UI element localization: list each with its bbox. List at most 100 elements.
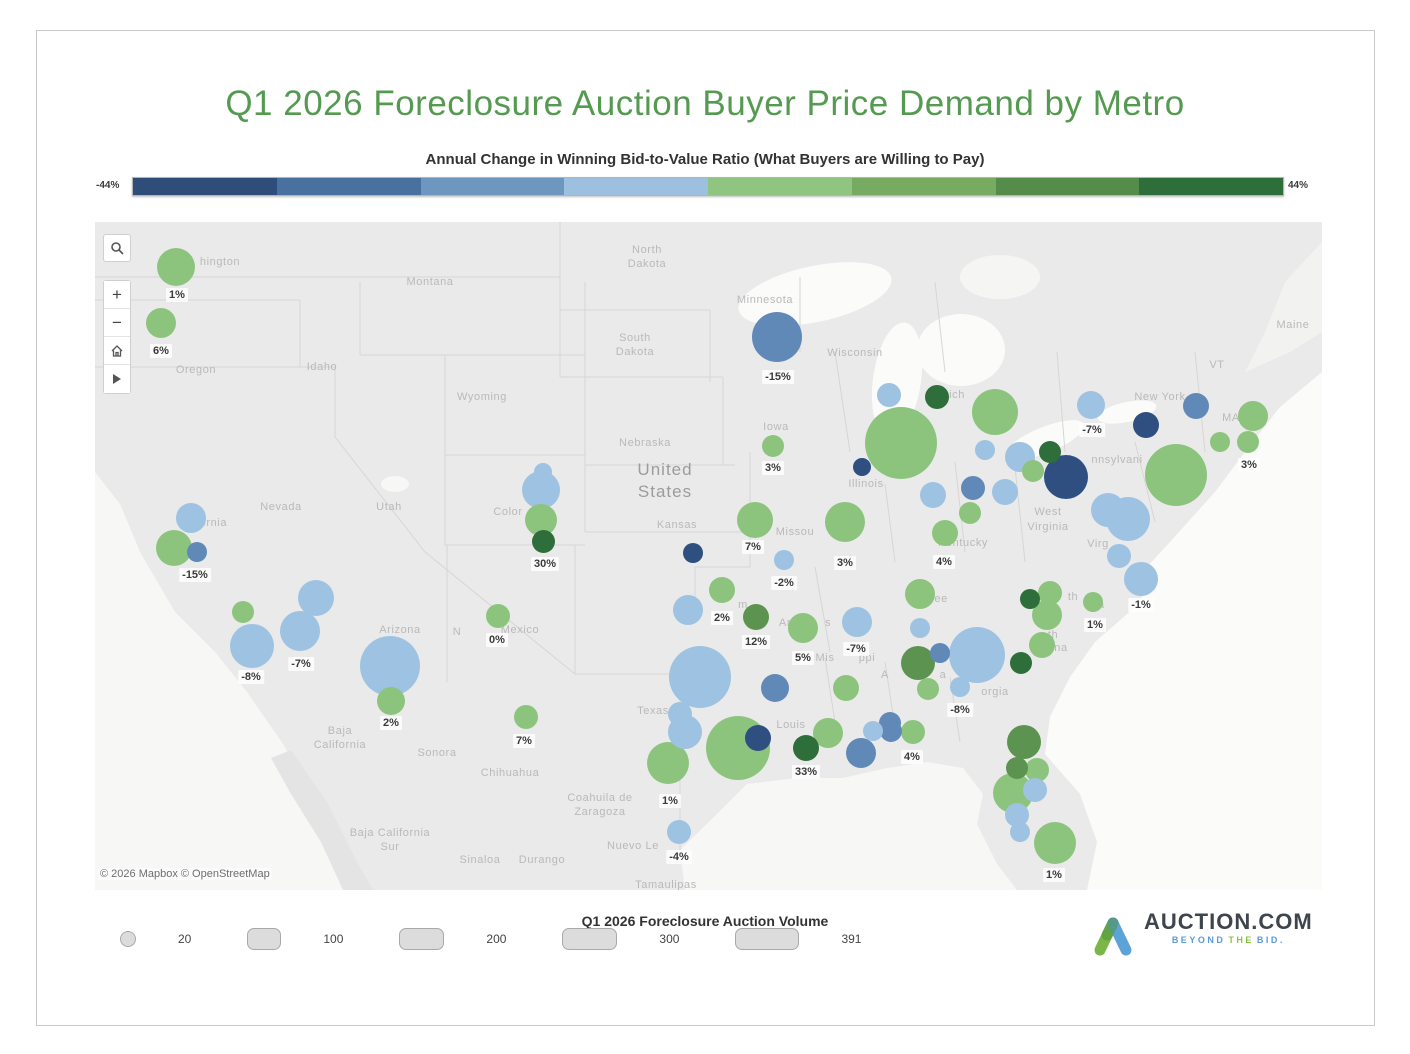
map-bubble[interactable] [1039, 441, 1061, 463]
color-legend-step [708, 178, 852, 195]
map-bubble[interactable] [1010, 822, 1030, 842]
map-bubble[interactable] [157, 248, 195, 286]
map-bubble[interactable] [901, 646, 935, 680]
state-label: Sinaloa [459, 854, 501, 866]
map-bubble[interactable] [1237, 431, 1259, 453]
map-bubble[interactable] [992, 479, 1018, 505]
bubble-value-label: 3% [834, 556, 856, 570]
map-bubble[interactable] [920, 482, 946, 508]
map-bubble[interactable] [917, 678, 939, 700]
map-bubble[interactable] [877, 383, 901, 407]
map-bubble[interactable] [668, 702, 692, 726]
map-bubble[interactable] [975, 440, 995, 460]
map-bubble[interactable] [745, 725, 771, 751]
bubble-value-label: 7% [513, 734, 535, 748]
map-bubble[interactable] [360, 636, 420, 696]
color-legend-step [564, 178, 708, 195]
map-bubble[interactable] [1145, 444, 1207, 506]
map-bubble[interactable] [825, 502, 865, 542]
map-bubble[interactable] [901, 720, 925, 744]
map-bubble[interactable] [761, 674, 789, 702]
bubble-value-label: 7% [742, 540, 764, 554]
map-zoom-out-button[interactable]: − [104, 309, 130, 337]
bubble-map[interactable]: + − © 2026 Mapbox © OpenStreetMap hingto… [95, 222, 1322, 890]
color-legend-step [420, 178, 565, 195]
map-bubble[interactable] [793, 735, 819, 761]
map-bubble[interactable] [667, 820, 691, 844]
map-bubble[interactable] [1107, 544, 1131, 568]
size-legend-value: 200 [486, 932, 507, 946]
map-bubble[interactable] [1006, 757, 1028, 779]
map-bubble[interactable] [1010, 652, 1032, 674]
map-bubble[interactable] [514, 705, 538, 729]
map-bubble[interactable] [1183, 393, 1209, 419]
map-bubble[interactable] [972, 389, 1018, 435]
map-bubble[interactable] [683, 543, 703, 563]
map-bubble[interactable] [1023, 778, 1047, 802]
map-bubble[interactable] [774, 550, 794, 570]
map-bubble[interactable] [1124, 562, 1158, 596]
map-bubble[interactable] [531, 529, 555, 553]
map-bubble[interactable] [1091, 493, 1125, 527]
bubble-value-label: 6% [150, 344, 172, 358]
map-bubble[interactable] [925, 385, 949, 409]
map-bubble[interactable] [669, 646, 731, 708]
map-bubble[interactable] [910, 618, 930, 638]
map-bubble[interactable] [950, 677, 970, 697]
map-bubble[interactable] [486, 604, 510, 628]
map-bubble[interactable] [146, 308, 176, 338]
map-bubble[interactable] [230, 624, 274, 668]
map-bubble[interactable] [534, 463, 552, 481]
map-bubble[interactable] [1029, 632, 1055, 658]
map-more-tools-button[interactable] [104, 365, 130, 393]
size-legend-value: 300 [659, 932, 680, 946]
state-label: Coahuila de [567, 792, 633, 804]
state-label: Sonora [417, 747, 457, 759]
map-bubble[interactable] [1238, 401, 1268, 431]
map-bubble[interactable] [930, 643, 950, 663]
map-bubble[interactable] [156, 530, 192, 566]
map-bubble[interactable] [176, 503, 206, 533]
map-bubble[interactable] [833, 675, 859, 701]
map-bubble[interactable] [949, 627, 1005, 683]
map-zoom-in-button[interactable]: + [104, 281, 130, 309]
map-bubble[interactable] [1034, 822, 1076, 864]
map-bubble[interactable] [961, 476, 985, 500]
map-bubble[interactable] [788, 613, 818, 643]
map-home-button[interactable] [104, 337, 130, 365]
map-bubble[interactable] [232, 601, 254, 623]
map-bubble[interactable] [1038, 581, 1062, 605]
map-bubble[interactable] [673, 595, 703, 625]
map-bubble[interactable] [298, 580, 334, 616]
map-bubble[interactable] [846, 738, 876, 768]
map-bubble[interactable] [762, 435, 784, 457]
map-bubble[interactable] [737, 502, 773, 538]
color-legend-step [995, 178, 1140, 195]
map-bubble[interactable] [1007, 725, 1041, 759]
map-bubble[interactable] [865, 407, 937, 479]
map-bubble[interactable] [1077, 391, 1105, 419]
map-bubble[interactable] [377, 687, 405, 715]
map-bubble[interactable] [280, 611, 320, 651]
map-bubble[interactable] [905, 579, 935, 609]
map-bubble[interactable] [959, 502, 981, 524]
map-bubble[interactable] [853, 458, 871, 476]
map-bubble[interactable] [863, 721, 883, 741]
state-label: Illinois [848, 478, 884, 490]
state-label: Oregon [175, 364, 217, 376]
map-bubble[interactable] [842, 607, 872, 637]
map-bubble[interactable] [1133, 412, 1159, 438]
map-bubble[interactable] [709, 577, 735, 603]
map-bubble[interactable] [1020, 589, 1040, 609]
map-bubble[interactable] [1210, 432, 1230, 452]
map-search-button[interactable] [103, 234, 131, 262]
map-bubble[interactable] [743, 604, 769, 630]
map-bubble[interactable] [752, 312, 802, 362]
state-label: Tamaulipas [635, 879, 697, 890]
map-bubble[interactable] [187, 542, 207, 562]
map-bubble[interactable] [647, 742, 689, 784]
map-bubble[interactable] [1083, 592, 1103, 612]
map-bubble[interactable] [932, 520, 958, 546]
map-bubble[interactable] [1022, 460, 1044, 482]
map-bubble[interactable] [880, 720, 902, 742]
